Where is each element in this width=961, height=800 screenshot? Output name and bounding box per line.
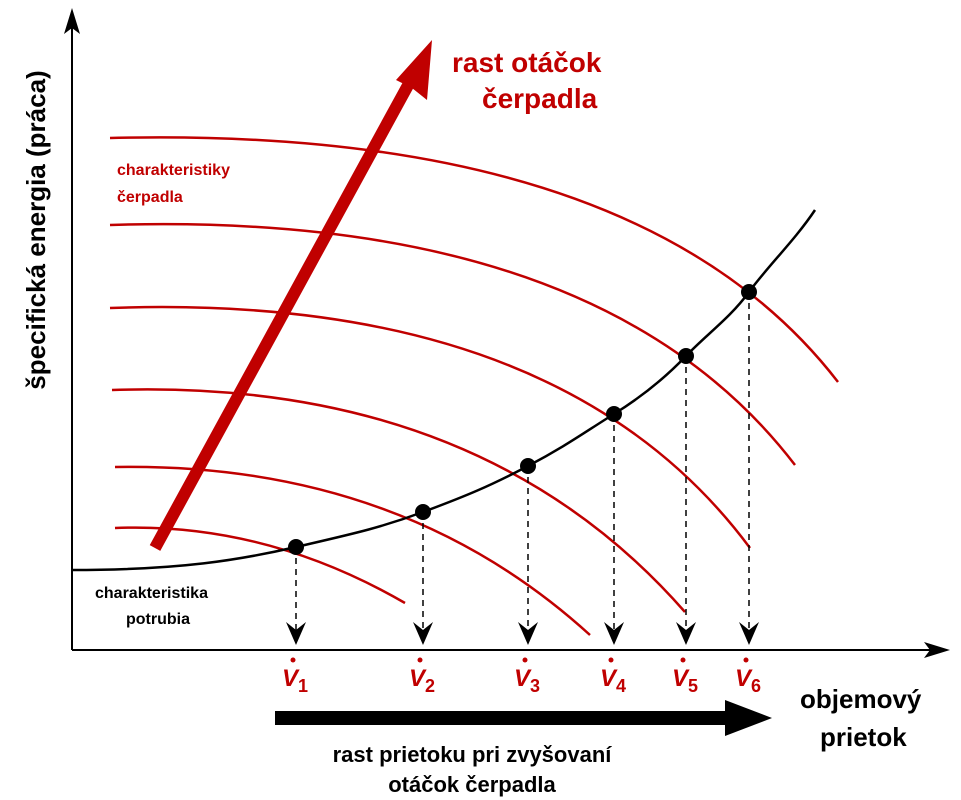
arrowhead	[286, 622, 306, 645]
flow-point-label: V1	[282, 665, 308, 696]
speed-arrow	[149, 75, 418, 551]
operating-point	[520, 458, 536, 474]
flow-arrowhead	[725, 700, 772, 736]
flow-symbol: V	[600, 665, 618, 692]
pipe-curve	[71, 209, 817, 572]
x-axis-label: objemový	[800, 684, 922, 714]
flow-symbol: V	[409, 665, 427, 692]
flow-dot	[417, 657, 423, 663]
x-axis-label: prietok	[820, 722, 907, 752]
x-axis-arrowhead	[924, 642, 950, 658]
flow-point-label: V5	[672, 665, 698, 696]
flow-point-label: V2	[409, 665, 435, 696]
flow-dot	[608, 657, 614, 663]
pump-curve	[111, 388, 686, 613]
arrowhead	[676, 622, 696, 645]
speed-arrowhead	[396, 40, 432, 100]
operating-point	[741, 284, 757, 300]
pump-curve	[109, 136, 839, 383]
arrowhead	[604, 622, 624, 645]
pipe-curve-label: potrubia	[126, 611, 190, 628]
y-axis-label: špecifická energia (práca)	[21, 70, 51, 389]
flow-symbol: V	[514, 665, 532, 692]
flow-dot	[290, 657, 296, 663]
flow-index: 1	[298, 676, 308, 696]
speed-arrow-label: rast otáčok	[452, 47, 602, 78]
arrowheads	[286, 622, 759, 645]
flow-index: 6	[751, 676, 761, 696]
flow-dot	[743, 657, 749, 663]
flow-symbol: V	[735, 665, 753, 692]
flow-symbol: V	[282, 665, 300, 692]
arrowhead	[518, 622, 538, 645]
pipe-curve-label: charakteristika	[95, 585, 208, 602]
y-axis-arrowhead	[64, 8, 80, 34]
pump-curve	[114, 526, 406, 605]
flow-index: 5	[688, 676, 698, 696]
pump-curves-label: čerpadla	[117, 189, 183, 206]
flow-point-label: V4	[600, 665, 626, 696]
flow-arrow-label: otáčok čerpadla	[388, 772, 556, 797]
arrowhead	[413, 622, 433, 645]
drop-lines	[292, 292, 753, 641]
flow-index: 3	[530, 676, 540, 696]
flow-arrow-label: rast prietoku pri zvyšovaní	[333, 742, 613, 767]
pump-curves-label: charakteristiky	[117, 162, 230, 179]
operating-point	[678, 348, 694, 364]
operating-point	[606, 406, 622, 422]
flow-arrow	[275, 711, 735, 725]
pump-curve	[109, 222, 796, 466]
operating-point	[415, 504, 431, 520]
flow-point-label: V6	[735, 665, 761, 696]
operating-point	[288, 539, 304, 555]
flow-point-label: V3	[514, 665, 540, 696]
flow-symbol: V	[672, 665, 690, 692]
flow-index: 4	[616, 676, 626, 696]
flow-dot	[522, 657, 528, 663]
pump-curve	[109, 305, 752, 549]
flow-index: 2	[425, 676, 435, 696]
operating-points	[288, 284, 757, 555]
arrowhead	[739, 622, 759, 645]
flow-dot	[680, 657, 686, 663]
speed-arrow-label: čerpadla	[482, 83, 598, 114]
